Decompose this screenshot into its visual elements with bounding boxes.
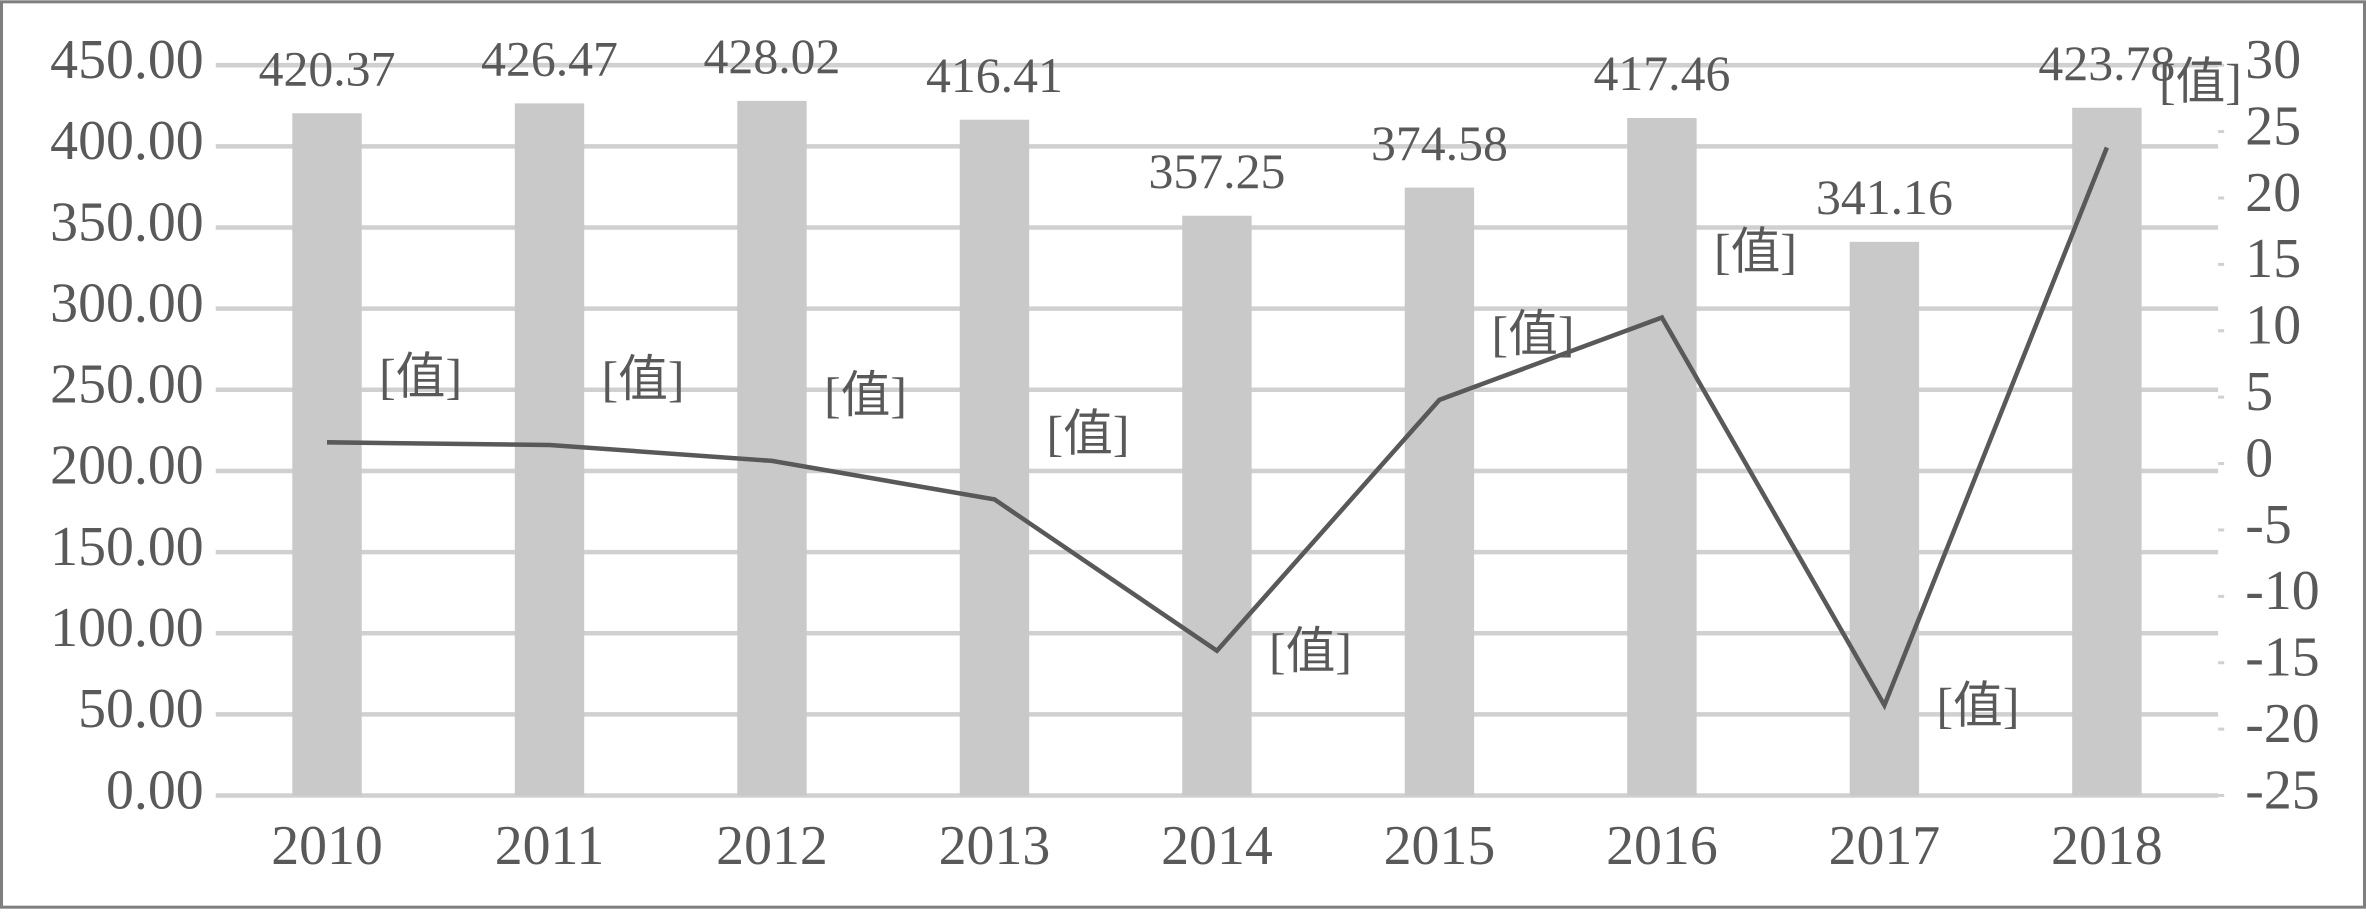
bar xyxy=(1849,241,1920,796)
line-value-label: [值] xyxy=(1492,307,1575,362)
line-value-label: [值] xyxy=(602,352,685,407)
y-tick-label: 100.00 xyxy=(50,597,204,659)
x-tick-label: 2015 xyxy=(1384,815,1496,877)
y2-tick-label: 30 xyxy=(2245,29,2301,91)
y-tick-label: 300.00 xyxy=(50,272,204,334)
bar xyxy=(1404,187,1475,796)
y2-tick-label: 25 xyxy=(2245,95,2301,157)
bar-value-label: 423.78 xyxy=(2038,36,2175,91)
bar xyxy=(514,103,585,796)
x-tick-label: 2010 xyxy=(271,815,383,877)
y2-tick-label: 0 xyxy=(2245,427,2273,489)
y-tick-label: 350.00 xyxy=(50,191,204,253)
bar-value-label: 426.47 xyxy=(481,32,618,87)
line-value-label: [值] xyxy=(1269,624,1352,679)
y2-tick-label: 10 xyxy=(2245,295,2301,357)
bar-value-label: 428.02 xyxy=(704,29,841,84)
y-tick-label: 200.00 xyxy=(50,435,204,497)
bar xyxy=(292,113,362,796)
bar xyxy=(1182,215,1252,796)
y2-tick-label: -5 xyxy=(2245,494,2292,556)
x-tick-label: 2014 xyxy=(1161,815,1273,877)
line-value-label: [值] xyxy=(824,368,907,423)
bar-value-label: 420.37 xyxy=(259,41,396,96)
y2-tick-label: -10 xyxy=(2245,560,2319,622)
y-tick-label: 250.00 xyxy=(50,354,204,416)
y2-tick-label: -15 xyxy=(2245,627,2319,689)
y2-tick-label: 20 xyxy=(2245,162,2301,224)
bar-value-label: 416.41 xyxy=(926,48,1063,103)
bar xyxy=(2072,107,2142,796)
bar-value-label: 357.25 xyxy=(1148,144,1285,199)
x-tick-label: 2013 xyxy=(939,815,1051,877)
y2-tick-label: -25 xyxy=(2245,759,2319,821)
y-tick-label: 0.00 xyxy=(106,759,204,821)
x-tick-label: 2016 xyxy=(1606,815,1718,877)
y2-tick-label: 5 xyxy=(2245,361,2273,423)
bar xyxy=(959,119,1030,796)
bar-value-label: 374.58 xyxy=(1371,116,1508,171)
y2-tick-label: 15 xyxy=(2245,228,2301,290)
line-value-label: [值] xyxy=(1047,406,1130,461)
x-tick-label: 2011 xyxy=(495,815,605,877)
line-value-label: [值] xyxy=(379,349,462,404)
x-tick-label: 2012 xyxy=(716,815,828,877)
y2-tick-label: -20 xyxy=(2245,693,2319,755)
bar-value-label: 341.16 xyxy=(1816,170,1953,225)
y-tick-label: 400.00 xyxy=(50,110,204,172)
x-tick-label: 2017 xyxy=(1829,815,1941,877)
y-tick-label: 50.00 xyxy=(78,678,204,740)
line xyxy=(326,146,2109,711)
y-tick-label: 450.00 xyxy=(50,29,204,91)
line-value-label: [值] xyxy=(1714,225,1797,280)
y-tick-label: 150.00 xyxy=(50,516,204,578)
line-value-label: [值] xyxy=(2159,55,2242,110)
bar-value-label: 417.46 xyxy=(1593,46,1730,101)
x-tick-label: 2018 xyxy=(2051,815,2163,877)
bar xyxy=(1627,118,1697,796)
line-value-label: [值] xyxy=(1936,679,2019,734)
bar xyxy=(737,100,807,796)
